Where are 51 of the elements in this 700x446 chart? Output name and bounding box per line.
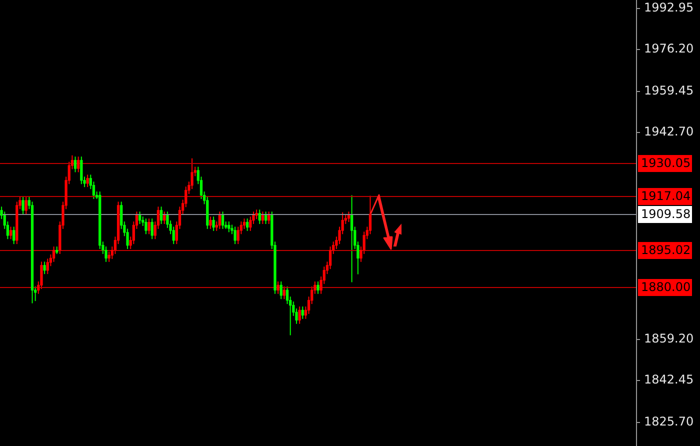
ref-line-label: 1895.02 xyxy=(641,243,691,258)
y-tick-label: 1825.70 xyxy=(644,414,694,429)
candlestick xyxy=(138,211,142,224)
candlestick xyxy=(268,211,270,224)
candlestick xyxy=(12,226,16,245)
candlestick xyxy=(163,211,166,224)
candlestick xyxy=(246,218,249,232)
candlestick xyxy=(350,194,354,283)
candlestick xyxy=(150,218,154,240)
candlestick xyxy=(9,226,12,240)
candlestick xyxy=(46,258,49,275)
ref-line-label: 1909.58 xyxy=(641,207,691,222)
ref-line-label: 1880.00 xyxy=(641,280,691,294)
candlestick xyxy=(190,158,194,190)
candlestick xyxy=(77,156,80,173)
candlestick xyxy=(160,206,163,224)
candlestick xyxy=(43,261,46,275)
y-tick-label: 1992.95 xyxy=(644,0,694,15)
candlestick xyxy=(264,211,268,224)
candlestick xyxy=(316,280,320,294)
candlestick xyxy=(52,246,56,262)
candlestick xyxy=(80,156,83,185)
ref-line-label: 1917.04 xyxy=(641,189,691,204)
candlestick xyxy=(301,306,304,320)
candlestick xyxy=(148,218,150,235)
candlestick xyxy=(212,216,215,232)
candlestick xyxy=(368,195,372,235)
candlestick xyxy=(258,209,261,224)
candlestick xyxy=(22,196,24,215)
candlestick xyxy=(298,306,301,324)
candlestick xyxy=(108,250,110,262)
candlestick xyxy=(255,209,258,220)
candlestick xyxy=(144,218,148,235)
candlestick xyxy=(218,211,222,230)
candlestick xyxy=(280,280,282,300)
candlestick xyxy=(228,221,230,233)
candlestick xyxy=(347,211,350,223)
ref-line-label: 1930.05 xyxy=(641,156,691,170)
candlestick xyxy=(209,216,212,230)
candlestick xyxy=(24,196,28,215)
y-tick-label: 1959.45 xyxy=(644,84,694,98)
y-tick-label: 1976.20 xyxy=(644,42,694,56)
y-tick-label: 1859.20 xyxy=(644,332,694,346)
y-tick-label: 1842.45 xyxy=(644,372,694,387)
candlestick xyxy=(261,211,264,224)
candlestick xyxy=(276,280,280,294)
candlestick xyxy=(74,156,77,173)
candlestick xyxy=(221,211,224,230)
y-tick-label: 1942.70 xyxy=(644,124,694,139)
candlestick xyxy=(86,174,89,188)
candlestick xyxy=(234,226,236,245)
